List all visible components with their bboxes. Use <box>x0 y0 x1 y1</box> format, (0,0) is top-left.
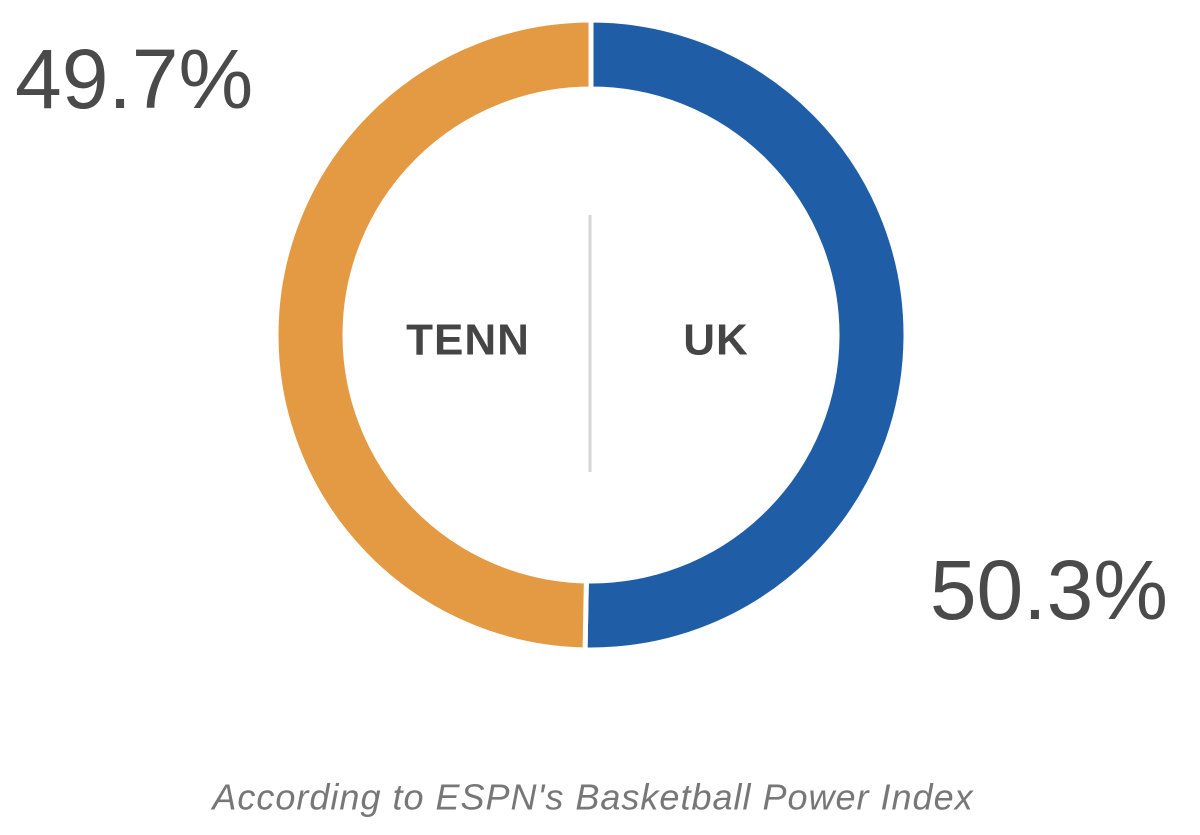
caption: According to ESPN's Basketball Power Ind… <box>210 777 974 818</box>
value-label: 50.3% <box>930 543 1168 637</box>
team-label: TENN <box>406 316 530 365</box>
donut-slice <box>273 17 594 653</box>
donut-slice <box>582 17 909 653</box>
team-label: UK <box>683 316 749 365</box>
value-label: 49.7% <box>15 32 253 126</box>
